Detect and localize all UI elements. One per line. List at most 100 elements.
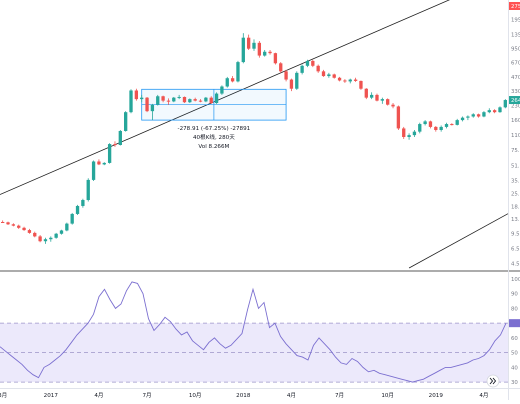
candle-body [172,97,176,102]
candle-body [487,110,491,113]
candle-body [124,112,128,131]
candle-body [321,71,326,77]
candle-body [284,71,288,80]
trendline-upper [0,0,451,195]
candle-body [81,200,85,206]
candle-body [188,99,192,103]
candle-body [386,99,390,105]
candle-body [305,60,310,66]
rsi-tick-label: 40 [511,365,518,371]
rsi-tick-label: 60 [511,336,518,342]
measure-label: -278.91 (-67.25%) -27891 [178,126,251,132]
candle-body [418,124,422,132]
time-tick-label: 4月 [94,392,103,399]
price-tick-label: 950.5 [511,47,520,53]
candle-body [198,100,203,102]
candle-body [471,114,475,117]
candle-body [1,221,5,223]
candle-body [348,79,352,82]
candle-body [289,79,294,89]
time-tick-label: 3月 [0,392,7,399]
price-tick-label: 6.5 [511,247,520,253]
candle-body [193,99,197,101]
candle-body [460,117,465,121]
candle-body [476,114,481,117]
time-tick-label: 7月 [142,392,151,399]
candle-body [492,110,497,113]
price-tick-label: 18.5 [511,205,520,211]
candle-body [327,74,331,77]
price-tick-label: 1355.5 [511,32,520,38]
price-tick-label: 160.5 [511,118,520,124]
candle-body [150,104,155,112]
measure-label: 40根K线, 280天 [193,133,235,141]
candle-body [407,135,411,137]
candle-body [353,79,358,81]
candle-body [412,131,417,136]
time-tick-label: 10月 [381,392,394,399]
candle-body [268,51,272,54]
price-badge-label: 2755 [511,4,520,10]
candle-body [156,96,160,105]
candle-body [396,106,401,129]
candle-body [54,233,58,238]
double-chevron-right-icon [489,377,497,385]
rsi-tick-label: 30 [511,380,518,386]
candle-body [214,93,219,104]
candle-body [337,77,342,81]
time-tick-label: 2017 [44,393,59,399]
candle-body [102,162,106,165]
candle-body [498,107,502,113]
candle-body [145,97,149,112]
candle-body [428,121,433,127]
candle-body [402,128,406,137]
price-tick-label: 4.5 [511,261,520,267]
price-tick-label: 110.5 [511,133,520,139]
candle-body [375,94,379,101]
candle-body [182,96,187,103]
candle-body [263,51,267,56]
rsi-tick-label: 50 [511,351,518,357]
rsi-line [0,281,507,383]
price-tick-label: 1955.5 [511,18,520,24]
candle-body [316,65,320,72]
candle-body [59,230,64,234]
candle-body [300,65,304,73]
candle-body [113,144,117,146]
rsi-tick-label: 80 [511,306,518,312]
candle-body [359,80,363,89]
candle-body [129,90,133,113]
time-tick-label: 2019 [429,393,444,399]
candle-body [273,53,278,64]
price-badge [509,96,520,105]
trendline-lower [408,213,509,269]
candle-body [246,37,251,49]
candle-body [503,100,507,108]
candle-body [86,179,90,201]
candle-body [38,236,42,242]
candle-body [466,116,470,118]
candle-body [49,237,53,240]
candle-body [6,222,10,225]
price-tick-label: 230.5 [511,103,520,109]
price-tick-label: 670.5 [511,61,520,67]
candle-body [311,60,315,66]
price-tick-label: 75.5 [511,148,520,154]
scroll-right-button[interactable] [486,374,500,388]
candle-body [364,88,368,98]
candle-body [434,126,438,131]
candle-body [209,97,213,104]
candle-body [343,80,347,82]
candle-body [107,144,112,163]
candle-body [75,205,80,214]
candle-body [17,225,21,228]
candle-body [70,213,74,224]
candle-body [43,239,48,242]
candle-body [423,121,427,125]
candle-body [230,78,235,82]
rsi-badge [509,319,520,328]
time-tick-label: 7月 [335,392,344,399]
candle-body [134,90,139,100]
